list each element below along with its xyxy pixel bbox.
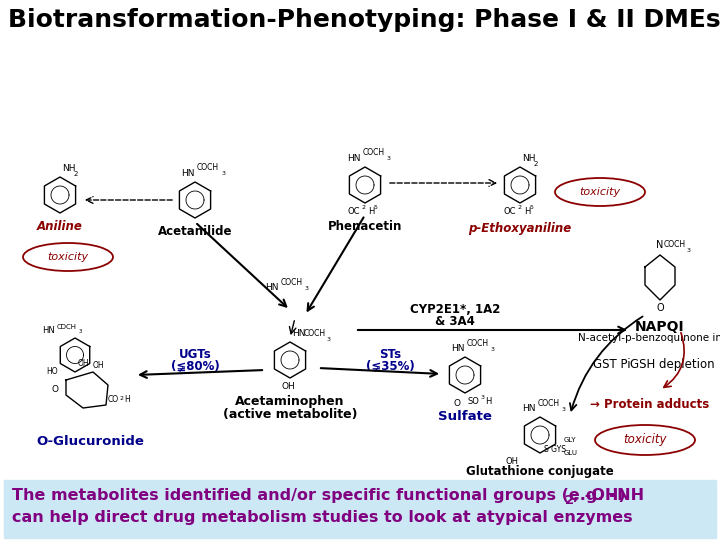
Text: H: H [124, 395, 130, 404]
Text: HO: HO [46, 368, 58, 376]
Text: p-Ethoxyaniline: p-Ethoxyaniline [469, 222, 572, 235]
Text: toxicity: toxicity [580, 187, 621, 197]
Text: SO: SO [467, 397, 479, 406]
Text: The metabolites identified and/or specific functional groups (e.g. –NH: The metabolites identified and/or specif… [12, 488, 644, 503]
Text: HN: HN [523, 404, 536, 413]
Text: Biotransformation-Phenotyping: Phase I & II DMEs: Biotransformation-Phenotyping: Phase I &… [8, 8, 720, 32]
FancyArrowPatch shape [570, 316, 643, 410]
Text: (active metabolite): (active metabolite) [222, 408, 357, 421]
Text: 2: 2 [362, 205, 366, 210]
Text: 2: 2 [74, 171, 78, 177]
Text: (≨80%): (≨80%) [171, 360, 220, 373]
Text: Aniline: Aniline [37, 220, 83, 233]
Text: 2: 2 [120, 395, 124, 401]
Text: , -OH): , -OH) [573, 488, 626, 503]
Text: 3: 3 [79, 329, 83, 334]
Text: O: O [51, 386, 58, 395]
Text: 3: 3 [222, 171, 226, 176]
Text: (≨35%): (≨35%) [366, 360, 415, 373]
Text: STs: STs [379, 348, 401, 361]
Text: COCH: COCH [304, 329, 326, 338]
Text: S GYS: S GYS [544, 446, 566, 455]
FancyArrowPatch shape [664, 333, 684, 387]
Text: HN: HN [451, 344, 465, 353]
Text: H: H [368, 207, 374, 216]
Text: 3: 3 [562, 407, 566, 412]
Text: COCH: COCH [281, 278, 303, 287]
Text: CYP2E1*, 1A2: CYP2E1*, 1A2 [410, 303, 500, 316]
Text: HN: HN [292, 329, 305, 338]
Text: HN: HN [42, 326, 55, 335]
Text: OH: OH [77, 359, 89, 368]
Text: NH: NH [62, 164, 76, 173]
Text: COCH: COCH [538, 399, 560, 408]
Text: Acetanilide: Acetanilide [158, 225, 233, 238]
Text: 2: 2 [518, 205, 522, 210]
Text: CDCH: CDCH [57, 324, 77, 330]
Text: Sulfate: Sulfate [438, 410, 492, 423]
Text: 2: 2 [565, 494, 574, 507]
Text: UGTs: UGTs [179, 348, 212, 361]
Text: N: N [656, 240, 663, 250]
Text: toxicity: toxicity [624, 434, 667, 447]
Text: GST Pi: GST Pi [593, 358, 631, 371]
Text: COCH: COCH [197, 163, 219, 172]
Text: 3: 3 [481, 395, 485, 400]
Text: 3: 3 [491, 347, 495, 352]
Text: NAPQI: NAPQI [635, 320, 685, 334]
Text: 3: 3 [387, 156, 391, 161]
Text: O-Glucuronide: O-Glucuronide [36, 435, 144, 448]
Text: can help direct drug metabolism studies to look at atypical enzymes: can help direct drug metabolism studies … [12, 510, 633, 525]
Text: COCH: COCH [467, 339, 489, 348]
Text: → Protein adducts: → Protein adducts [590, 398, 709, 411]
Text: OC: OC [504, 207, 516, 216]
Text: 3: 3 [687, 248, 691, 253]
Text: H: H [524, 207, 531, 216]
Text: Glutathione conjugate: Glutathione conjugate [466, 465, 614, 478]
Text: N-acetyl-p-benzoquinone imine: N-acetyl-p-benzoquinone imine [578, 333, 720, 343]
Text: GLY: GLY [564, 437, 577, 443]
Text: OC: OC [347, 207, 359, 216]
Text: H: H [485, 397, 491, 406]
Text: toxicity: toxicity [48, 252, 89, 262]
Text: COCH: COCH [363, 148, 385, 157]
Text: Acetaminophen: Acetaminophen [235, 395, 345, 408]
Text: Phenacetin: Phenacetin [328, 220, 402, 233]
Text: OH: OH [505, 457, 518, 466]
Text: HN: HN [348, 154, 361, 163]
Text: O: O [454, 399, 461, 408]
Text: HN: HN [181, 169, 195, 178]
Text: HN: HN [266, 283, 279, 292]
Text: CO: CO [108, 395, 119, 404]
Text: GLU: GLU [564, 450, 578, 456]
Text: & 3A4: & 3A4 [435, 315, 475, 328]
Text: 3: 3 [305, 286, 309, 291]
FancyBboxPatch shape [4, 480, 716, 538]
Text: 5: 5 [530, 205, 534, 210]
Text: GSH depletion: GSH depletion [630, 358, 714, 371]
Text: NH: NH [522, 154, 536, 163]
Text: 2: 2 [534, 161, 539, 167]
Text: 3: 3 [327, 337, 331, 342]
Text: O: O [656, 303, 664, 313]
Text: OH: OH [281, 382, 295, 391]
Text: 5: 5 [374, 205, 378, 210]
Text: OH: OH [93, 361, 104, 370]
Text: COCH: COCH [664, 240, 686, 249]
